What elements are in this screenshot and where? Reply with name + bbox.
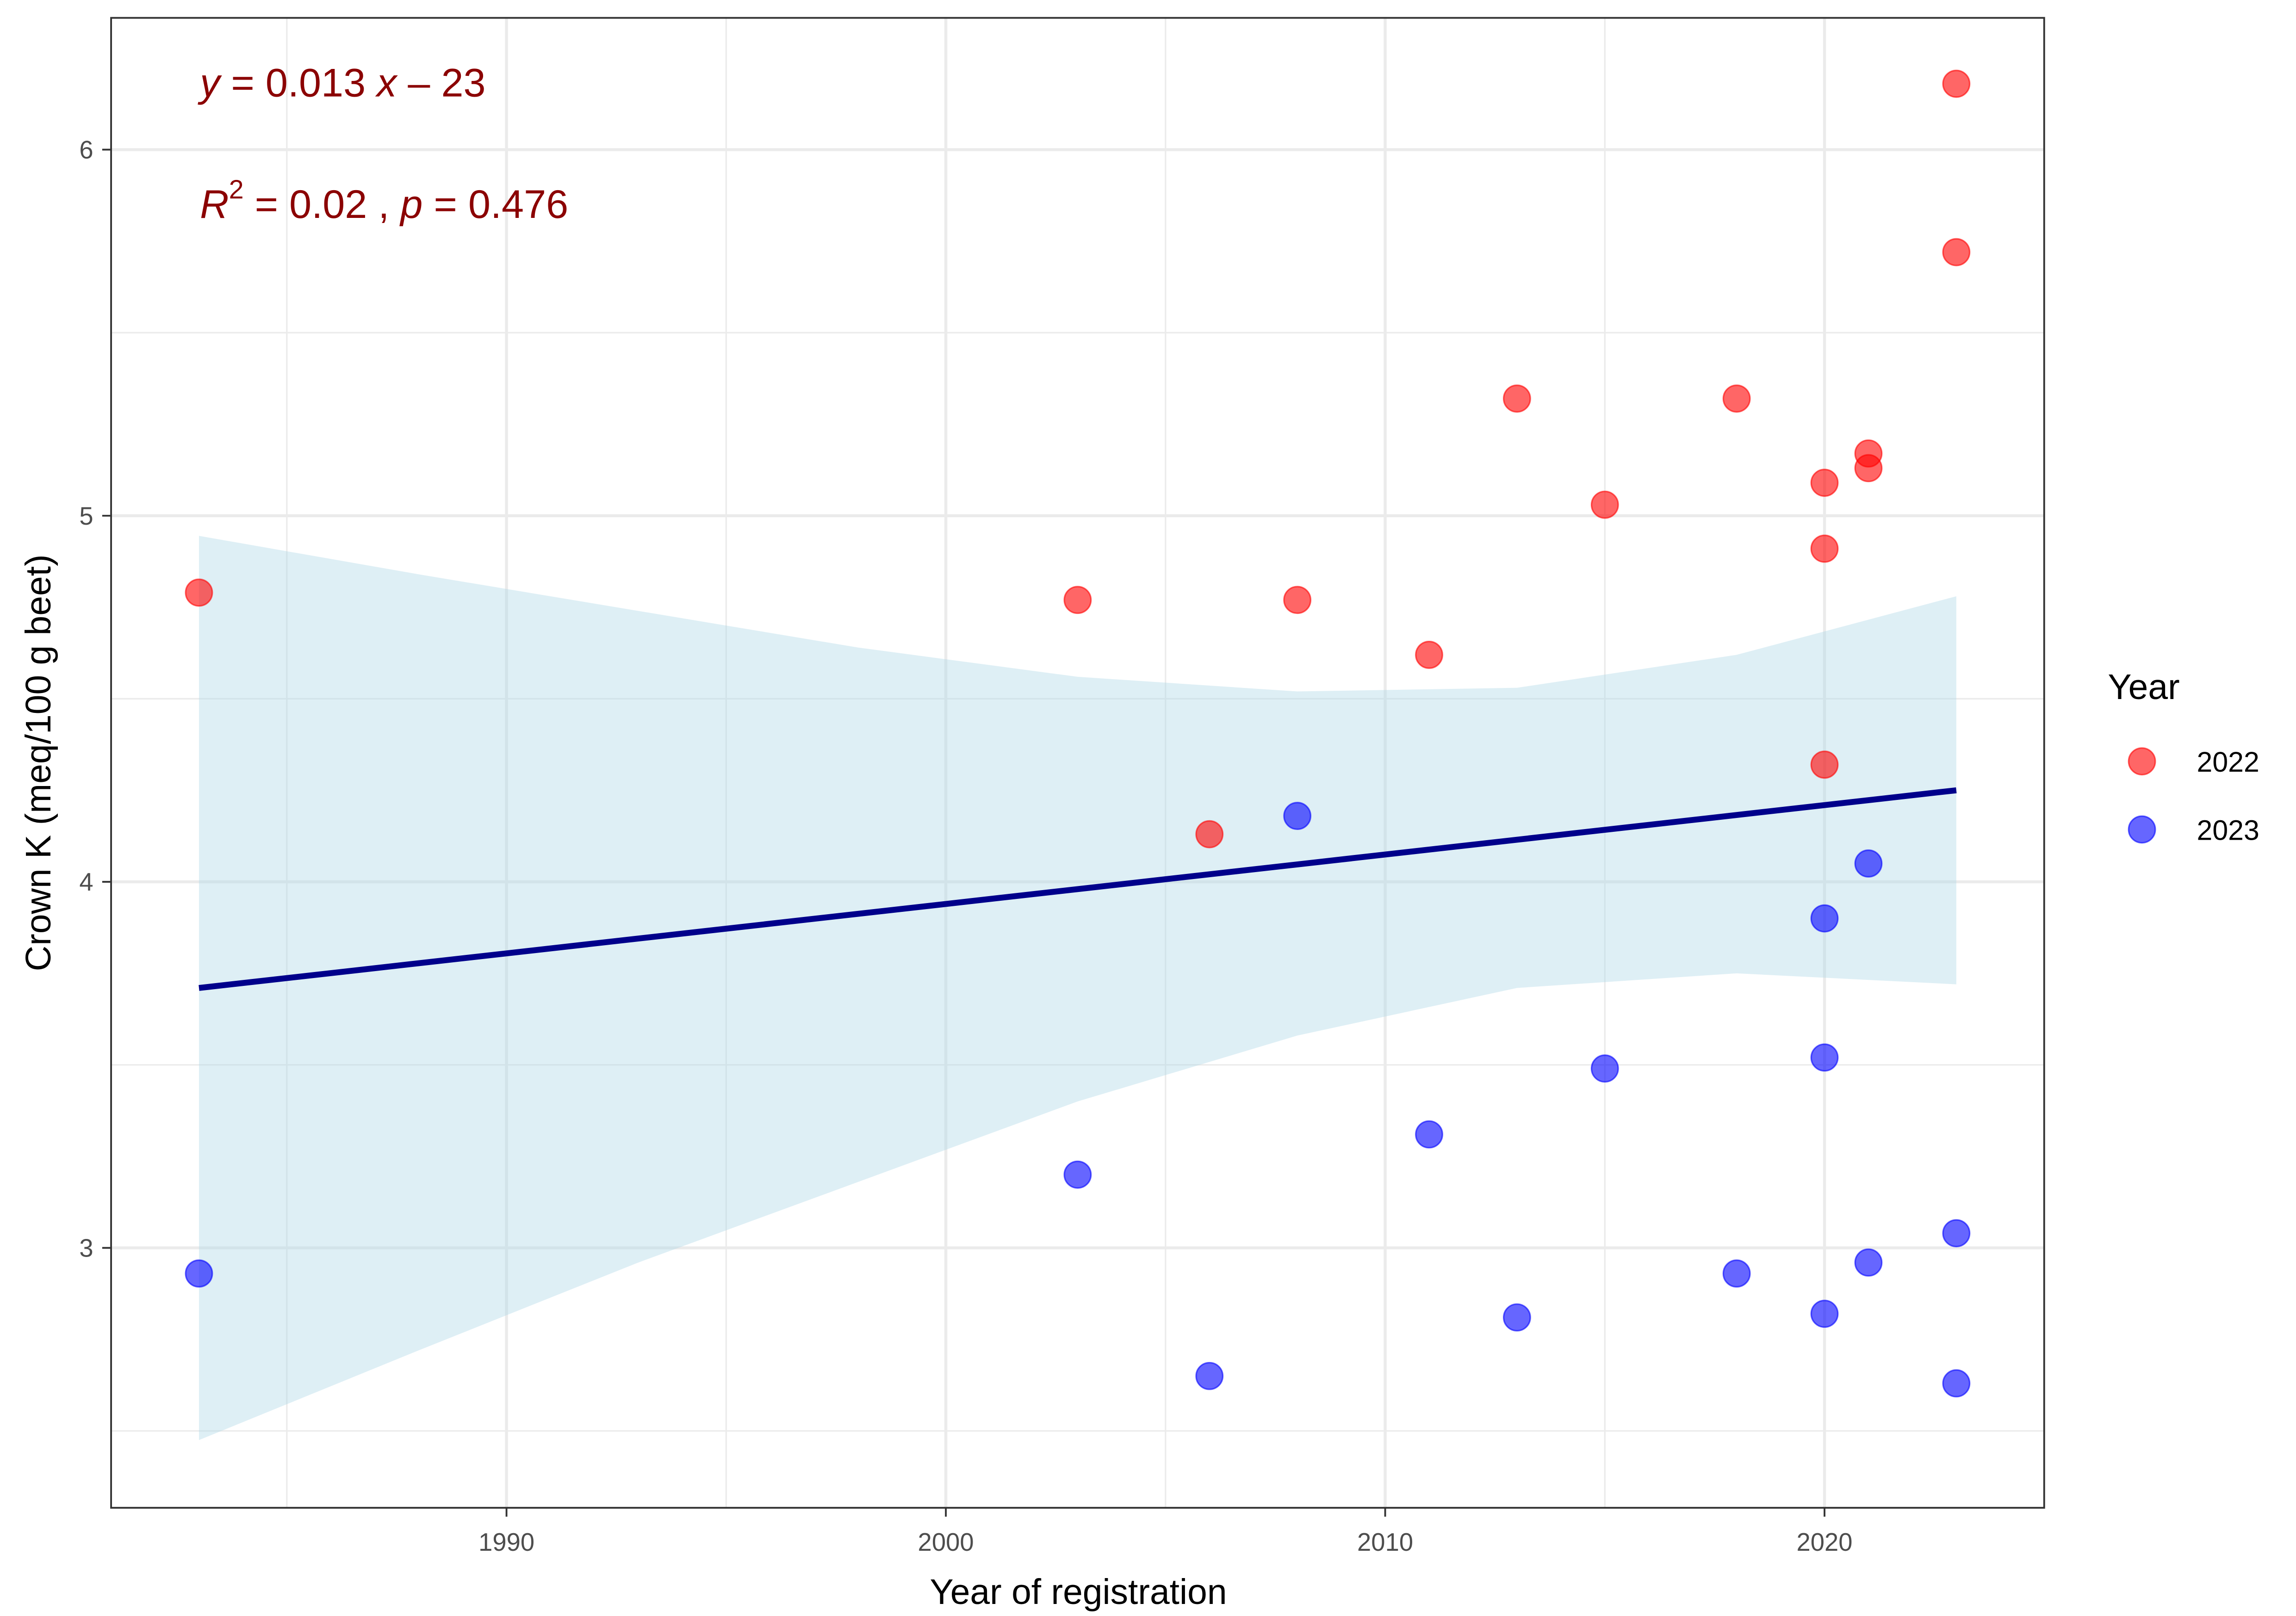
data-point-2022 (1810, 750, 1839, 779)
data-point-2022 (1503, 384, 1531, 413)
data-point-2023 (1590, 1054, 1619, 1083)
data-point-2023 (1195, 1362, 1224, 1390)
ticks-layer: 1990 2000 2010 2020 3 4 5 6 (79, 136, 1852, 1556)
data-point-2022 (1722, 384, 1751, 413)
data-point-2023 (1942, 1219, 1971, 1248)
data-point-2022 (1942, 238, 1971, 266)
data-point-2023 (1854, 1248, 1883, 1277)
x-tick-label: 2020 (1797, 1528, 1853, 1556)
data-point-2022 (1063, 586, 1092, 614)
equation-annotation: y = 0.013 x – 23 (198, 61, 485, 105)
legend-key-2023 (2128, 815, 2156, 844)
data-point-2022 (1810, 534, 1839, 563)
y-tick-label: 6 (79, 136, 93, 164)
data-point-2023 (185, 1259, 213, 1288)
data-point-2023 (1415, 1120, 1443, 1149)
legend-key-2022 (2128, 747, 2156, 776)
x-tick-label: 2010 (1357, 1528, 1413, 1556)
data-point-2023 (1810, 1300, 1839, 1328)
x-tick-label: 1990 (478, 1528, 534, 1556)
confidence-band (199, 536, 1956, 1440)
data-point-2023 (1810, 904, 1839, 933)
legend: Year 2022 2023 (2108, 667, 2259, 846)
y-tick-label: 4 (79, 868, 93, 896)
data-point-2023 (1283, 802, 1312, 830)
data-point-2023 (1942, 1369, 1971, 1398)
data-point-2022 (1195, 820, 1224, 848)
y-tick-label: 3 (79, 1234, 93, 1263)
data-point-2022 (1810, 469, 1839, 497)
panel-border (110, 17, 2045, 1509)
data-point-2023 (1854, 849, 1883, 878)
data-point-2022 (1590, 490, 1619, 519)
data-point-2023 (1722, 1259, 1751, 1288)
confidence-band-layer (199, 536, 1956, 1440)
stats-annotation: R2 = 0.02 , p = 0.476 (200, 175, 568, 227)
data-point-2022 (1283, 586, 1312, 614)
regression-line (199, 787, 1957, 991)
regression-layer (199, 787, 1957, 991)
data-point-2022 (1415, 641, 1443, 669)
y-axis-label: Crown K (meq/100 g beet) (19, 554, 58, 971)
legend-title: Year (2108, 667, 2179, 707)
data-point-2022 (1854, 454, 1883, 483)
x-axis-label: Year of registration (930, 1572, 1227, 1612)
data-point-2022 (1942, 69, 1971, 98)
data-point-2023 (1503, 1303, 1531, 1332)
legend-label-2022: 2022 (2197, 746, 2259, 778)
data-point-2023 (1810, 1043, 1839, 1072)
x-tick-label: 2000 (918, 1528, 974, 1556)
points-layer (185, 69, 1971, 1398)
y-tick-label: 5 (79, 502, 93, 530)
data-point-2022 (185, 578, 213, 607)
legend-label-2023: 2023 (2197, 814, 2259, 846)
data-point-2023 (1063, 1160, 1092, 1189)
grid (111, 18, 2044, 1508)
